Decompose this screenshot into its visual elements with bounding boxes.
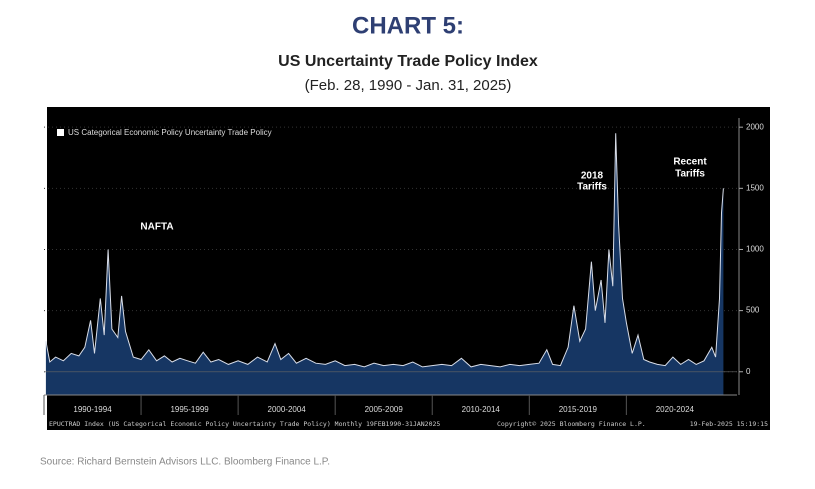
annotation: Tariffs (675, 169, 705, 180)
y-tick-label: 2000 (746, 122, 764, 131)
chart-subtitle: US Uncertainty Trade Policy Index (278, 53, 538, 70)
annotation: Tariffs (577, 182, 607, 193)
x-tick-label: 2020-2024 (656, 405, 695, 414)
y-tick-label: 1000 (746, 245, 764, 254)
x-tick-label: 2000-2004 (268, 405, 307, 414)
x-tick-label: 1990-1994 (73, 405, 112, 414)
annotation: Recent (673, 157, 707, 168)
y-tick-label: 0 (746, 367, 751, 376)
chart-title: CHART 5: (352, 12, 464, 39)
x-tick-label: 2010-2014 (462, 405, 501, 414)
x-tick-label: 2015-2019 (559, 405, 598, 414)
annotation: 2018 (581, 171, 604, 182)
x-tick-label: 2005-2009 (365, 405, 404, 414)
area (45, 133, 724, 396)
date-range: (Feb. 28, 1990 - Jan. 31, 2025) (305, 77, 512, 94)
x-tick-label: 1995-1999 (170, 405, 209, 414)
y-tick-label: 500 (746, 306, 760, 315)
footer-text: EPUCTRAD Index (US Categorical Economic … (49, 420, 440, 428)
legend-label: US Categorical Economic Policy Uncertain… (68, 128, 272, 137)
legend-swatch (57, 129, 64, 136)
line (45, 133, 724, 368)
footer-text: 19-Feb-2025 15:19:15 (690, 420, 768, 428)
annotation: NAFTA (140, 222, 173, 233)
source: Source: Richard Bernstein Advisors LLC. … (40, 457, 330, 468)
y-tick-label: 1500 (746, 183, 764, 192)
footer-text: Copyright© 2025 Bloomberg Finance L.P. (497, 420, 646, 428)
